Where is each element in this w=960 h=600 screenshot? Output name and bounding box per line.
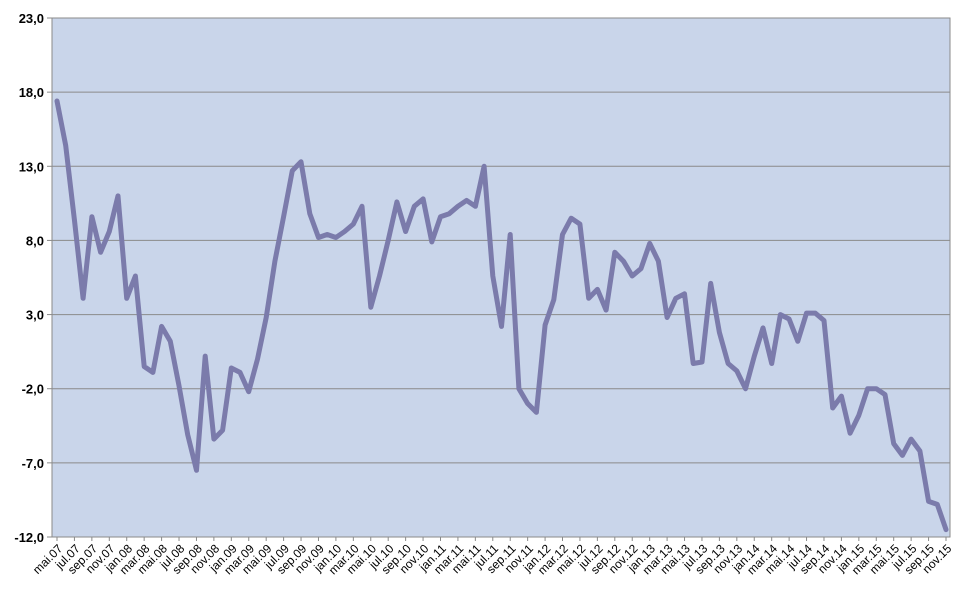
y-tick-label: -7,0 [22,456,44,471]
y-tick-label: -2,0 [22,382,44,397]
y-tick-label: 18,0 [19,85,44,100]
series-line [54,98,949,533]
y-tick-label: -12,0 [14,530,44,545]
plot-area [51,17,951,538]
y-tick-label: 3,0 [26,308,44,323]
y-axis: 23,0 18,0 13,0 8,0 3,0 -2,0 -7,0 -12,0 [14,11,52,545]
y-tick-label: 8,0 [26,233,44,248]
y-tick-label: 23,0 [19,11,44,26]
y-tick-label: 13,0 [19,159,44,174]
x-axis: mai.07jul.07sep.07nov.07jan.08mar.08mai.… [30,537,955,577]
